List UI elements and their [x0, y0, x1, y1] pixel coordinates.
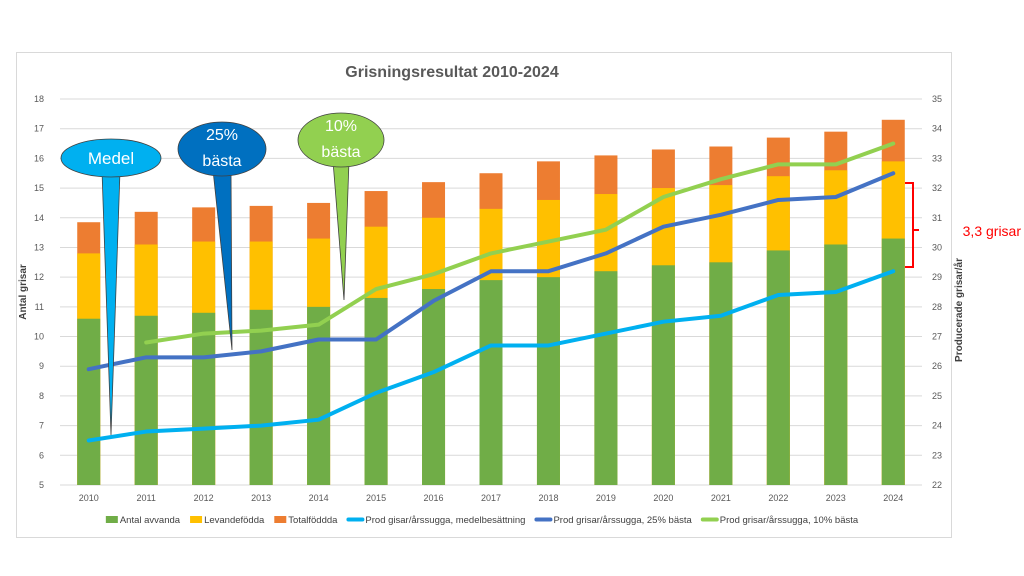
legend-item: Levandefödda — [204, 515, 265, 526]
bar-antal-avvanda — [766, 250, 790, 485]
bar-antal-avvanda — [651, 265, 675, 485]
legend-swatch — [190, 516, 203, 523]
bar-antal-avvanda — [192, 312, 216, 485]
callout-pointer — [212, 169, 233, 351]
y-tick-label: 16 — [34, 153, 44, 163]
bracket-label: 3,3 grisar — [963, 223, 1022, 239]
y-tick-label: 15 — [34, 183, 44, 193]
y-tick-label: 12 — [34, 272, 44, 282]
legend-item: Prod grisar/årssugga, 10% bästa — [720, 515, 859, 526]
y2-tick-label: 28 — [932, 302, 942, 312]
y-axis-title: Antal grisar — [18, 264, 29, 320]
y2-tick-label: 24 — [932, 421, 942, 431]
legend-swatch — [105, 516, 118, 523]
y2-tick-label: 32 — [932, 183, 942, 193]
bar-antal-avvanda — [824, 244, 848, 485]
y2-tick-label: 23 — [932, 450, 942, 460]
callout-label: 10% — [325, 118, 357, 135]
y-tick-label: 14 — [34, 213, 44, 223]
bar-antal-avvanda — [479, 280, 503, 485]
bar-antal-avvanda — [249, 309, 273, 485]
legend-swatch — [274, 516, 287, 523]
callout-label: 25% — [206, 127, 238, 144]
x-tick-label: 2014 — [309, 493, 329, 503]
bar-antal-avvanda — [77, 318, 101, 485]
callout-bubble — [177, 121, 267, 177]
legend-item: Prod gisar/årssugga, medelbesättning — [365, 515, 525, 526]
y-tick-label: 6 — [39, 450, 44, 460]
callout-pointer — [332, 160, 350, 301]
x-tick-label: 2018 — [538, 493, 558, 503]
callout-bubble — [60, 138, 162, 178]
x-tick-label: 2011 — [137, 493, 156, 503]
bar-antal-avvanda — [307, 306, 331, 485]
bar-antal-avvanda — [422, 289, 446, 485]
x-tick-label: 2010 — [79, 493, 99, 503]
x-tick-label: 2021 — [711, 493, 731, 503]
y-tick-label: 18 — [34, 94, 44, 104]
x-tick-label: 2023 — [826, 493, 846, 503]
callout-label: bästa — [202, 153, 241, 170]
y2-tick-label: 26 — [932, 361, 942, 371]
y-tick-label: 13 — [34, 242, 44, 252]
callout-label: bästa — [321, 144, 360, 161]
chart-title: Grisningsresultat 2010-2024 — [345, 64, 559, 81]
y2-tick-label: 22 — [932, 480, 942, 490]
y2-tick-label: 34 — [932, 124, 942, 134]
y2-tick-label: 27 — [932, 332, 942, 342]
bar-antal-avvanda — [881, 238, 905, 485]
x-tick-label: 2022 — [768, 493, 788, 503]
y-tick-label: 9 — [39, 361, 44, 371]
legend-item: Antal avvanda — [120, 515, 181, 526]
callout-pointer — [101, 170, 121, 436]
y-tick-label: 8 — [39, 391, 44, 401]
legend-item: Prod grisar/årssugga, 25% bästa — [553, 515, 692, 526]
x-tick-label: 2019 — [596, 493, 616, 503]
line-series-2 — [144, 141, 896, 345]
callout-joint — [102, 169, 120, 173]
y2-tick-label: 25 — [932, 391, 942, 401]
x-tick-label: 2012 — [194, 493, 214, 503]
y2-tick-label: 33 — [932, 153, 942, 163]
callout-bubble — [297, 112, 385, 168]
y2-tick-label: 29 — [932, 272, 942, 282]
y-tick-label: 5 — [39, 480, 44, 490]
y2-axis-title: Producerade grisar/år — [953, 258, 965, 362]
y2-tick-label: 35 — [932, 94, 942, 104]
y-tick-label: 10 — [34, 332, 44, 342]
callout-label: Medel — [88, 149, 134, 168]
x-tick-label: 2017 — [481, 493, 501, 503]
y-tick-label: 11 — [35, 302, 44, 312]
callout-joint — [213, 168, 231, 172]
x-tick-label: 2024 — [883, 493, 903, 503]
x-tick-label: 2015 — [366, 493, 386, 503]
bar-antal-avvanda — [536, 277, 560, 485]
y2-tick-label: 31 — [932, 213, 942, 223]
y-tick-label: 7 — [39, 421, 44, 431]
y-tick-label: 17 — [34, 124, 44, 134]
legend-item: Totalföddda — [288, 515, 338, 526]
bracket-annotation — [905, 182, 919, 268]
x-tick-label: 2013 — [251, 493, 271, 503]
bar-antal-avvanda — [709, 262, 733, 485]
callout-joint — [333, 159, 349, 163]
bar-antal-avvanda — [594, 271, 618, 485]
y2-tick-label: 30 — [932, 242, 942, 252]
x-tick-label: 2016 — [424, 493, 444, 503]
x-tick-label: 2020 — [653, 493, 673, 503]
